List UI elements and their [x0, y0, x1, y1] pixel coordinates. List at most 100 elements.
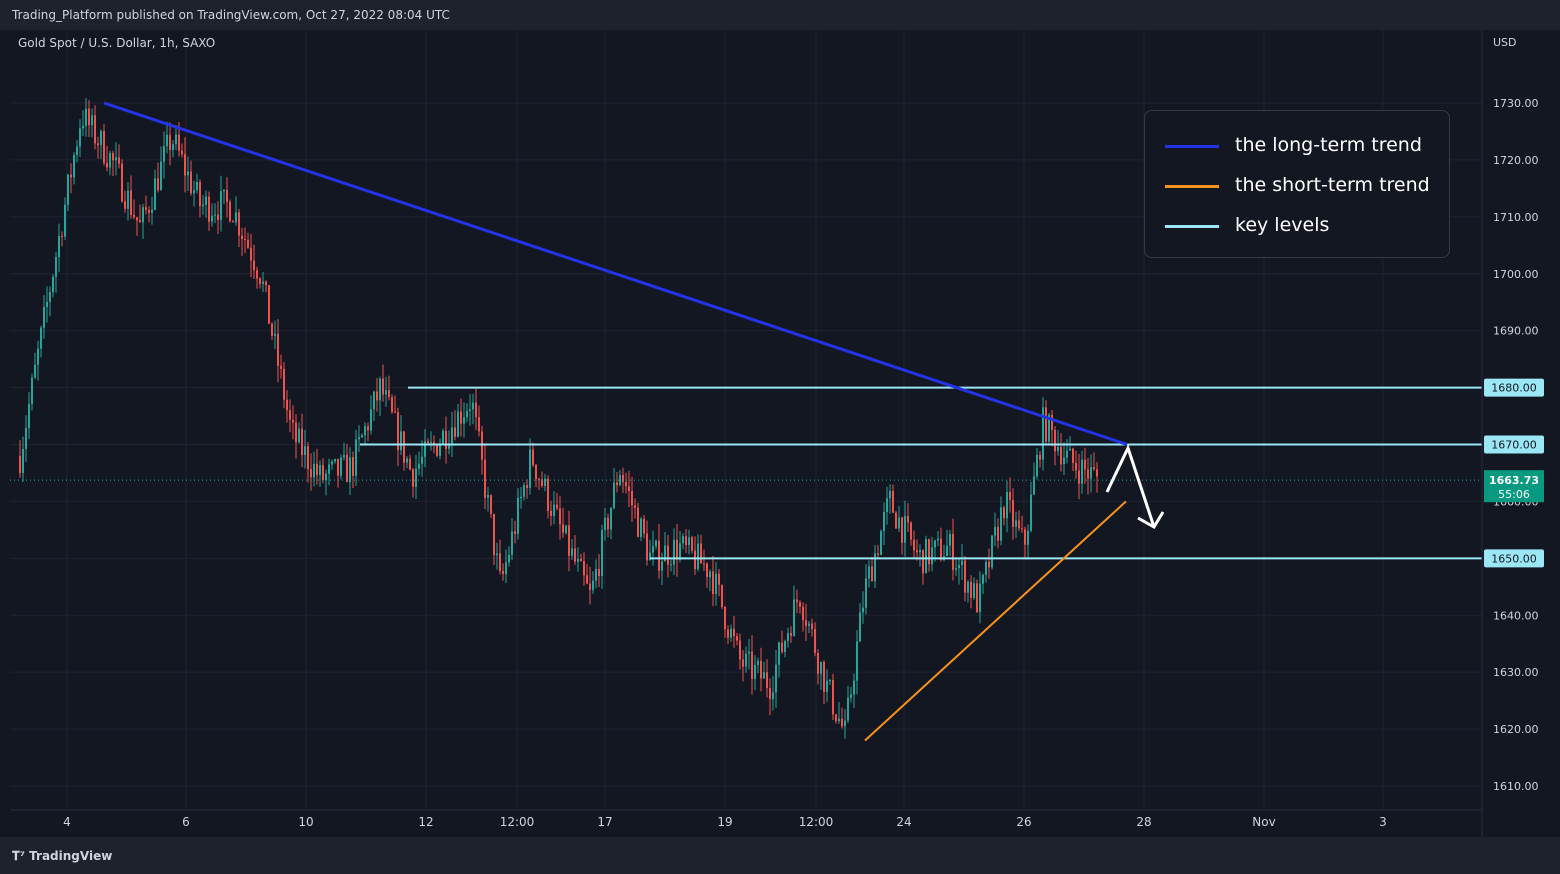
countdown-value: 55:06 [1498, 488, 1530, 501]
price-axis[interactable]: 1610.001620.001630.001640.001650.001660.… [1481, 30, 1550, 837]
candle-body [349, 457, 351, 483]
candle-body [367, 426, 369, 431]
candle-body [235, 212, 237, 223]
price-axis-bg [1482, 30, 1550, 837]
y-tick-label: 1610.00 [1493, 780, 1539, 793]
candle-body [145, 207, 147, 210]
candle-body [901, 517, 903, 543]
candle-body [652, 546, 654, 553]
candle-body [532, 449, 534, 465]
candle-body [19, 455, 21, 473]
candle-body [175, 134, 177, 145]
chart-canvas[interactable]: 1610.001620.001630.001640.001650.001660.… [10, 30, 1550, 837]
candle-body [949, 533, 951, 546]
candle-body [880, 531, 882, 555]
x-tick-label: 12 [418, 815, 433, 829]
candle-body [793, 599, 795, 636]
candle-body [718, 573, 720, 585]
candle-body [397, 412, 399, 451]
time-axis[interactable]: 4 6 10 12 12:00 17 19 12:00 24 26 28 Nov 3 [10, 809, 1482, 829]
candle-body [982, 574, 984, 584]
candle-body [406, 458, 408, 463]
candle-body [550, 510, 552, 516]
candle-body [940, 538, 942, 561]
candle-body [445, 430, 447, 449]
candle-body [604, 517, 606, 530]
candle-body [286, 399, 288, 411]
legend-swatch-short-trend [1165, 185, 1219, 188]
candle-body [181, 150, 183, 155]
x-tick-label: 28 [1136, 815, 1151, 829]
candle-body [526, 485, 528, 488]
candle-body [136, 217, 138, 221]
candle-body [676, 539, 678, 560]
candle-body [28, 403, 30, 429]
candle-body [250, 247, 252, 261]
candle-body [967, 581, 969, 593]
key-level-label: 1670.00 [1491, 439, 1537, 452]
candle-body [169, 134, 171, 151]
y-tick-label: 1710.00 [1493, 211, 1539, 224]
candle-body [871, 566, 873, 582]
candle-body [553, 504, 555, 516]
candle-body [814, 629, 816, 653]
price-chart[interactable]: 1610.001620.001630.001640.001650.001660.… [10, 30, 1550, 837]
candle-body [817, 652, 819, 674]
candle-body [319, 465, 321, 476]
candle-body [199, 181, 201, 207]
candle-body [688, 537, 690, 545]
candle-body [1075, 462, 1077, 471]
legend-label-key-levels: key levels [1235, 214, 1330, 236]
candle-body [823, 661, 825, 692]
candle-body [1006, 491, 1008, 519]
candle-body [574, 548, 576, 562]
candle-body [442, 430, 444, 445]
candle-body [385, 390, 387, 395]
candle-body [139, 220, 141, 223]
candle-body [490, 495, 492, 515]
candle-body [919, 550, 921, 553]
candle-body [127, 190, 129, 209]
candle-body [955, 568, 957, 570]
candle-body [247, 239, 249, 248]
candle-body [643, 518, 645, 534]
candle-body [796, 599, 798, 603]
candle-body [709, 571, 711, 577]
candle-body [907, 515, 909, 523]
candle-body [1072, 448, 1074, 463]
long-term-trend-line[interactable] [103, 101, 1128, 446]
candle-body [898, 517, 900, 529]
x-tick-label: 17 [597, 815, 612, 829]
key-level-tag [1484, 435, 1544, 454]
candle-body [142, 207, 144, 223]
candle-body [514, 531, 516, 534]
candle-body [502, 571, 504, 575]
candle-body [313, 463, 315, 478]
candle-body [436, 444, 438, 456]
tradingview-logo[interactable]: 𝐓⁷ TradingView [12, 849, 112, 864]
candle-body [1090, 467, 1092, 479]
candle-body [715, 573, 717, 594]
candle-body [1024, 529, 1026, 545]
candle-body [928, 539, 930, 565]
candle-body [1012, 499, 1014, 527]
x-tick-label: 26 [1016, 815, 1031, 829]
candle-body [622, 474, 624, 483]
candle-body [382, 378, 384, 395]
candle-body [856, 641, 858, 681]
candle-body [1084, 459, 1086, 470]
candle-body [97, 143, 99, 146]
projection-arrow[interactable] [1105, 443, 1156, 528]
candle-body [547, 478, 549, 511]
candle-body [763, 672, 765, 679]
candle-body [730, 628, 732, 638]
candle-body [172, 144, 174, 151]
candle-body [1036, 454, 1038, 477]
candle-body [190, 171, 192, 194]
candle-body [724, 606, 726, 630]
candle-body [523, 485, 525, 497]
short-term-trend-line[interactable] [864, 500, 1127, 742]
candle-body [631, 490, 633, 506]
candle-body [469, 409, 471, 411]
x-tick-label: Nov [1252, 815, 1275, 829]
